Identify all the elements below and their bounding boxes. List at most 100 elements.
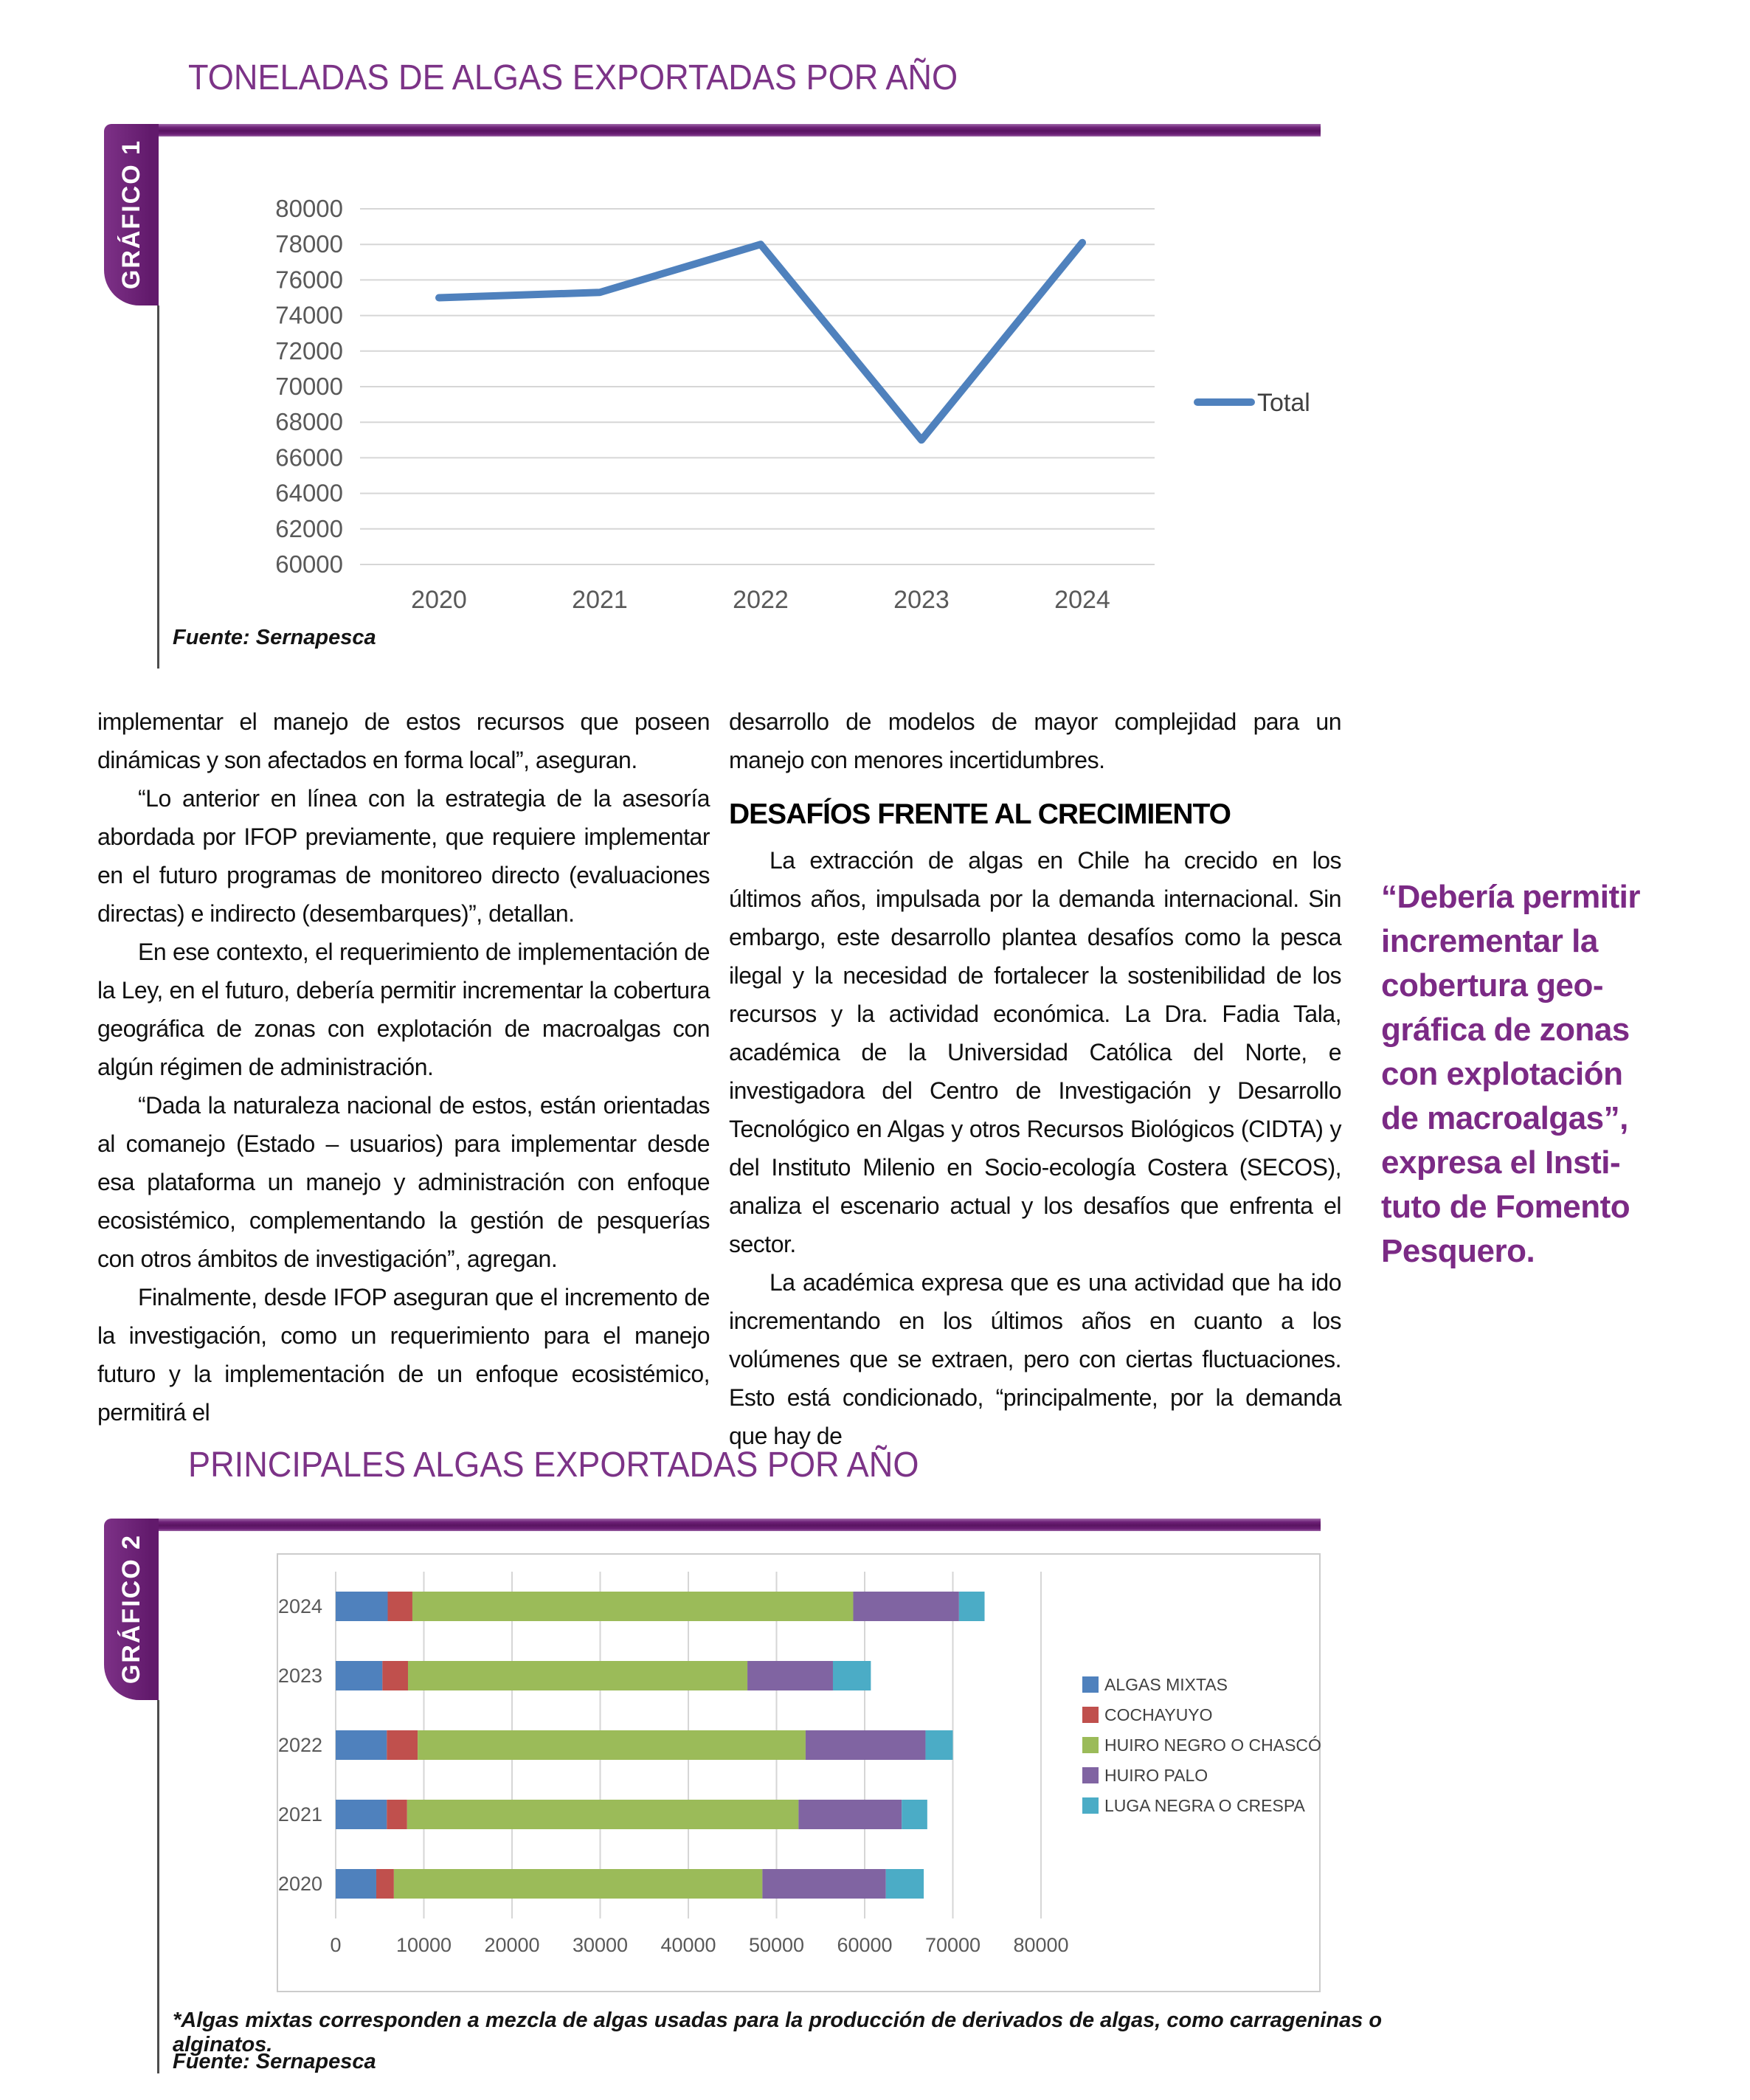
bar-segment-huiro-negro-o-chasc-n bbox=[407, 1800, 799, 1829]
y-axis-tick-label: 64000 bbox=[275, 480, 343, 507]
article-paragraph: “Lo anterior en línea con la estrategia … bbox=[97, 785, 710, 927]
bar-segment-huiro-palo bbox=[798, 1800, 902, 1829]
x-axis-tick-label: 50000 bbox=[749, 1934, 804, 1956]
bar-segment-huiro-negro-o-chasc-n bbox=[393, 1869, 763, 1899]
line-chart-total-exports: 80000 78000 76000 74000 72000 70000 68000 66000… bbox=[275, 195, 1310, 614]
y-axis-category-label: 2024 bbox=[278, 1595, 322, 1617]
legend-label: LUGA NEGRA O CRESPA bbox=[1104, 1796, 1305, 1815]
article-paragraph: implementar el manejo de estos recursos … bbox=[97, 708, 710, 773]
bar-segment-cochayuyo bbox=[382, 1661, 408, 1690]
stacked-bar-chart-frame: 0 10000 20000 30000 40000 50000 60000 70000 8000… bbox=[277, 1553, 1321, 1992]
legend-swatch bbox=[1082, 1707, 1099, 1723]
article-paragraph: La académica expresa que es una activida… bbox=[729, 1269, 1342, 1449]
legend-label: Total bbox=[1257, 389, 1310, 417]
bar-segment-cochayuyo bbox=[376, 1869, 394, 1899]
bar-segment-huiro-negro-o-chasc-n bbox=[412, 1592, 854, 1621]
y-axis-tick-label: 74000 bbox=[275, 302, 343, 329]
chart1-tab-label: GRÁFICO 1 bbox=[117, 139, 145, 290]
bar-segment-luga-negra-o-crespa bbox=[925, 1730, 953, 1760]
chart2-left-rule bbox=[157, 1700, 159, 2073]
y-axis-tick-label: 68000 bbox=[275, 408, 343, 435]
x-axis-tick-label: 70000 bbox=[925, 1934, 981, 1956]
pull-quote-line: gráfica de zonas bbox=[1381, 1012, 1630, 1048]
chart2-footnote: *Algas mixtas corresponden a mezcla de a… bbox=[173, 2009, 1383, 2056]
chart2-source: Fuente: Sernapesca bbox=[173, 2050, 376, 2073]
x-axis-tick-label: 80000 bbox=[1013, 1934, 1068, 1956]
section-heading: DESAFÍOS FRENTE AL CRECIMIENTO bbox=[729, 798, 1231, 830]
bar-segment-huiro-negro-o-chasc-n bbox=[418, 1730, 806, 1760]
y-axis-category-label: 2023 bbox=[278, 1665, 322, 1687]
article-paragraph: desarrollo de modelos de mayor complejid… bbox=[729, 708, 1342, 773]
bar-segment-huiro-palo bbox=[762, 1869, 886, 1899]
pull-quote-line: tuto de Fomento bbox=[1381, 1189, 1630, 1225]
article-left-column: implementar el manejo de estos recursos … bbox=[97, 702, 710, 1431]
x-axis-tick-label: 10000 bbox=[396, 1934, 452, 1956]
pull-quote-line: de macroalgas”, bbox=[1381, 1100, 1628, 1136]
bar-segment-algas-mixtas bbox=[336, 1730, 387, 1760]
pull-quote-line: incrementar la bbox=[1381, 923, 1598, 959]
bar-segment-luga-negra-o-crespa bbox=[885, 1869, 924, 1899]
y-axis-category-label: 2021 bbox=[278, 1803, 322, 1826]
x-axis-tick-label: 20000 bbox=[484, 1934, 539, 1956]
legend-swatch bbox=[1082, 1797, 1099, 1814]
x-axis-tick-label: 40000 bbox=[660, 1934, 716, 1956]
pull-quote-line: “Debería permitir bbox=[1381, 879, 1640, 915]
total-series-line bbox=[435, 238, 1086, 444]
legend-swatch bbox=[1082, 1676, 1099, 1693]
pull-quote: “Debería permitir incrementar la cobertura… bbox=[1381, 875, 1735, 1274]
pull-quote-line: expresa el Insti- bbox=[1381, 1144, 1621, 1181]
y-axis-category-label: 2020 bbox=[278, 1873, 322, 1895]
chart1-left-rule bbox=[157, 305, 159, 669]
pull-quote-line: con explotación bbox=[1381, 1056, 1623, 1092]
x-axis-tick-label: 60000 bbox=[837, 1934, 892, 1956]
legend-swatch bbox=[1082, 1767, 1099, 1783]
chart2-top-band bbox=[159, 1519, 1321, 1531]
x-axis-tick-label: 30000 bbox=[573, 1934, 628, 1956]
x-axis-tick-label: 2023 bbox=[893, 586, 950, 614]
bar-segment-huiro-negro-o-chasc-n bbox=[407, 1661, 748, 1690]
y-axis-category-label: 2022 bbox=[278, 1734, 322, 1756]
bar-segment-algas-mixtas bbox=[336, 1592, 388, 1621]
y-axis-tick-label: 76000 bbox=[275, 266, 343, 293]
legend-swatch bbox=[1082, 1737, 1099, 1753]
bar-segment-huiro-palo bbox=[747, 1661, 833, 1690]
x-axis-tick-label: 2024 bbox=[1054, 586, 1110, 614]
pull-quote-line: cobertura geo- bbox=[1381, 967, 1604, 1004]
legend-label: COCHAYUYO bbox=[1104, 1705, 1213, 1724]
bar-segment-algas-mixtas bbox=[336, 1800, 387, 1829]
y-axis-tick-label: 70000 bbox=[275, 373, 343, 400]
x-axis-tick-label: 0 bbox=[330, 1934, 341, 1956]
bar-segment-luga-negra-o-crespa bbox=[832, 1661, 871, 1690]
bar-segment-algas-mixtas bbox=[336, 1869, 376, 1899]
y-axis-tick-label: 62000 bbox=[275, 515, 343, 542]
chart1-title: TONELADAS DE ALGAS EXPORTADAS POR AÑO bbox=[188, 58, 958, 97]
article-paragraph: Finalmente, desde IFOP aseguran que el i… bbox=[97, 1284, 710, 1426]
bar-segment-algas-mixtas bbox=[336, 1661, 383, 1690]
bar-segment-huiro-palo bbox=[853, 1592, 959, 1621]
article-paragraph: La extracción de algas en Chile ha creci… bbox=[729, 847, 1342, 1257]
chart1-top-band bbox=[159, 124, 1321, 137]
article-paragraph: En ese contexto, el requerimiento de imp… bbox=[97, 939, 710, 1080]
chart2-title: PRINCIPALES ALGAS EXPORTADAS POR AÑO bbox=[188, 1446, 919, 1485]
legend-label: HUIRO NEGRO O CHASCÓN bbox=[1104, 1735, 1321, 1755]
legend-label: HUIRO PALO bbox=[1104, 1766, 1208, 1785]
chart2-tab: GRÁFICO 2 bbox=[104, 1519, 159, 1700]
x-axis-tick-label: 2020 bbox=[411, 586, 467, 614]
legend-label: ALGAS MIXTAS bbox=[1104, 1675, 1228, 1694]
y-axis-tick-label: 72000 bbox=[275, 337, 343, 365]
chart1-tab: GRÁFICO 1 bbox=[104, 124, 159, 305]
y-axis-tick-label: 66000 bbox=[275, 443, 343, 471]
article-paragraph: “Dada la naturaleza nacional de estos, e… bbox=[97, 1092, 710, 1272]
pull-quote-line: Pesquero. bbox=[1381, 1233, 1535, 1269]
bar-segment-cochayuyo bbox=[387, 1730, 418, 1760]
chart2-tab-label: GRÁFICO 2 bbox=[117, 1534, 145, 1685]
bar-segment-cochayuyo bbox=[387, 1592, 412, 1621]
bar-segment-luga-negra-o-crespa bbox=[958, 1592, 985, 1621]
x-axis-tick-label: 2021 bbox=[572, 586, 628, 614]
bar-segment-luga-negra-o-crespa bbox=[902, 1800, 927, 1829]
x-axis-tick-label: 2022 bbox=[733, 586, 789, 614]
bar-segment-cochayuyo bbox=[387, 1800, 407, 1829]
y-axis-tick-label: 80000 bbox=[275, 195, 343, 222]
stacked-bar-chart: 0 10000 20000 30000 40000 50000 60000 70000 8000… bbox=[278, 1572, 1321, 1956]
